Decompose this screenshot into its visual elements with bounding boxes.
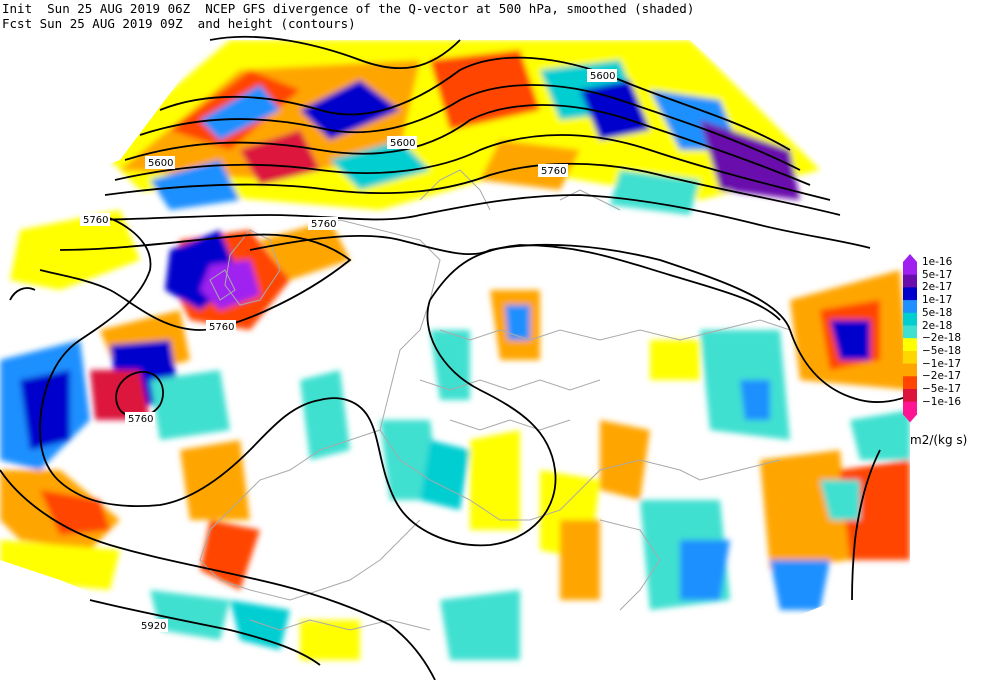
legend-level-label: −1e-17 [922,357,962,370]
legend-swatch [903,287,917,301]
svg-text:5760: 5760 [83,215,108,226]
contour-label-5760-east: 5760 [538,164,568,177]
svg-text:5760: 5760 [541,166,566,177]
legend-colorbar [903,254,917,423]
legend-units: m2/(kg s) [910,433,968,447]
legend-level-label: 2e-18 [922,319,953,332]
legend-arrow-top [903,254,917,262]
legend-arrow-bottom [903,414,917,423]
legend-level-label: −5e-17 [922,383,962,395]
legend-level-label: 1e-17 [922,294,953,307]
contour-label-5600-east: 5600 [587,69,617,82]
contour-label-5920: 5920 [138,619,168,632]
contour-label-5760-uk: 5760 [206,320,236,333]
legend-level-label: −2e-17 [922,370,962,383]
legend-swatch [903,401,917,415]
header-fcst-line: Fcst Sun 25 AUG 2019 09Z and height (con… [2,16,356,31]
contour-label-5600-west: 5600 [145,156,175,169]
legend-swatch [903,389,917,403]
legend-swatch [903,274,917,288]
svg-text:5600: 5600 [590,71,615,82]
contour-label-5760-west: 5760 [80,213,110,226]
header-init-line: Init Sun 25 AUG 2019 06Z NCEP GFS diverg… [2,1,695,16]
legend-swatch [903,262,917,276]
legend-level-label: 2e-17 [922,281,953,294]
svg-text:5920: 5920 [141,621,166,632]
legend-level-label: −1e-16 [922,395,962,408]
legend-level-label: 5e-18 [922,306,953,319]
legend-swatch [903,338,917,352]
contour-label-5760-atlantic: 5760 [125,412,155,425]
legend-level-label: −2e-18 [922,332,962,345]
svg-text:5760: 5760 [311,219,336,230]
svg-text:5600: 5600 [390,138,415,149]
legend-swatch [903,325,917,339]
contour-label-5600-center: 5600 [387,136,417,149]
legend-swatch [903,300,917,314]
svg-text:5760: 5760 [209,322,234,333]
contour-label-5760-north: 5760 [308,217,338,230]
legend-swatch [903,312,917,326]
contour-labels: 5600 5600 5600 5760 5760 5760 5760 5760 … [80,69,617,632]
svg-text:5600: 5600 [148,158,173,169]
legend-swatch [903,376,917,390]
svg-text:5760: 5760 [128,414,153,425]
legend-level-label: 1e-16 [922,256,953,268]
legend-swatch [903,363,917,377]
height-contours [0,35,911,680]
legend-level-label: −5e-18 [922,344,962,357]
coastlines-and-borders [199,169,791,631]
legend-swatch [903,350,917,365]
legend-level-label: 5e-17 [922,268,953,281]
